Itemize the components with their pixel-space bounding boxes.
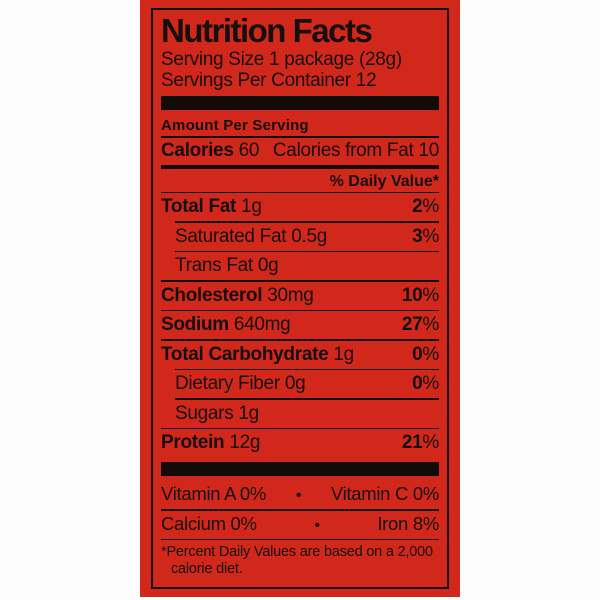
- daily-value-number: 0: [412, 373, 423, 394]
- nutrient-name: Total Carbohydrate: [161, 343, 329, 365]
- nutrient-name: Protein: [161, 432, 225, 453]
- nutrition-facts-label: Nutrition Facts Serving Size 1 package (…: [140, 0, 460, 597]
- nutrient-amount: 0.5g: [291, 225, 327, 247]
- nutrient-name: Sugars: [175, 402, 234, 424]
- nutrient-row: Sodium 640mg 27%: [161, 311, 439, 339]
- micronutrient-rows: Vitamin A 0% • Vitamin C 0% Calcium 0% • Iron…: [161, 481, 439, 540]
- percent-sign: %: [422, 314, 439, 335]
- nutrient-row: Protein 12g 21%: [161, 429, 439, 457]
- nutrient-amount: 12g: [229, 432, 261, 453]
- nutrient-name: Dietary Fiber: [175, 373, 280, 394]
- percent-sign: %: [422, 196, 439, 217]
- nutrient-amount: 30mg: [267, 284, 314, 306]
- nutrient-row: Saturated Fat 0.5g 3%: [161, 223, 439, 251]
- daily-value-header: % Daily Value*: [329, 172, 439, 190]
- separator-rule: [161, 427, 439, 429]
- footnote: *Percent Daily Values are based on a 2,0…: [161, 544, 439, 578]
- calories-left: Calories 60: [161, 138, 259, 163]
- nutrient-row: Sugars 1g: [161, 400, 439, 428]
- nutrient-daily-value: 27%: [402, 311, 439, 339]
- separator-rule: [175, 250, 439, 252]
- calories-from-fat: Calories from Fat 10: [272, 139, 439, 161]
- nutrient-name-amount: Sodium 640mg: [161, 311, 291, 339]
- nutrient-name: Trans Fat: [175, 255, 253, 276]
- separator-rule-medium: [161, 164, 439, 169]
- calories-value: 60: [238, 139, 260, 161]
- daily-value-number: 10: [401, 284, 423, 306]
- nutrient-name-amount: Trans Fat 0g: [175, 252, 279, 280]
- percent-sign: %: [422, 284, 439, 306]
- nutrient-name: Saturated Fat: [175, 225, 287, 247]
- separator-rule: [161, 191, 439, 193]
- nutrient-row: Trans Fat 0g: [161, 252, 439, 280]
- percent-sign: %: [422, 225, 439, 247]
- daily-value-number: 0: [412, 343, 423, 365]
- micronutrient-right: Iron 8%: [377, 512, 439, 534]
- separator-rule: [161, 339, 439, 341]
- nutrient-name: Cholesterol: [161, 284, 263, 306]
- section-divider-bar-top: [161, 96, 439, 110]
- micronutrient-row: Calcium 0% • Iron 8%: [161, 511, 439, 539]
- bullet-separator: •: [295, 487, 302, 504]
- nutrient-row: Total Fat 1g 2%: [161, 193, 439, 221]
- daily-value-number: 27: [401, 314, 423, 335]
- daily-value-number: 2: [412, 196, 423, 217]
- separator-rule: [161, 136, 439, 138]
- nutrient-amount: 0g: [284, 373, 306, 394]
- nutrient-amount: 1g: [241, 196, 262, 217]
- nutrient-daily-value: 0%: [412, 370, 439, 398]
- footnote-line-2: calorie diet.: [171, 561, 243, 577]
- separator-rule: [175, 221, 439, 223]
- percent-sign: %: [422, 432, 439, 453]
- percent-sign: %: [422, 373, 439, 394]
- nutrient-row: Dietary Fiber 0g 0%: [161, 370, 439, 398]
- nutrient-amount: 0g: [257, 255, 279, 276]
- separator-rule: [161, 538, 439, 540]
- nutrient-amount: 1g: [333, 343, 354, 365]
- nutrient-name: Total Fat: [161, 196, 237, 217]
- nutrient-name-amount: Protein 12g: [161, 429, 260, 457]
- nutrient-name: Sodium: [161, 314, 229, 335]
- nutrient-name-amount: Sugars 1g: [175, 400, 259, 428]
- amount-per-serving-heading: Amount Per Serving: [161, 117, 309, 134]
- nutrient-daily-value: 3%: [412, 223, 439, 251]
- nutrient-amount: 1g: [238, 402, 259, 424]
- separator-rule: [161, 280, 439, 282]
- separator-rule: [161, 309, 439, 311]
- separator-rule: [161, 509, 439, 511]
- calories-label: Calories: [161, 139, 234, 161]
- nutrient-daily-value: 21%: [402, 429, 439, 457]
- label-title: Nutrition Facts: [161, 12, 373, 49]
- bullet-separator: •: [314, 516, 320, 534]
- micronutrient-row: Vitamin A 0% • Vitamin C 0%: [161, 481, 439, 509]
- label-border-box: Nutrition Facts Serving Size 1 package (…: [151, 8, 449, 589]
- nutrient-daily-value: 0%: [412, 341, 439, 369]
- daily-value-number: 3: [412, 225, 423, 247]
- micronutrient-left: Vitamin A 0%: [161, 483, 267, 504]
- section-divider-bar-bottom: [161, 462, 439, 476]
- separator-rule: [175, 398, 439, 400]
- micronutrient-left: Calcium 0%: [161, 512, 257, 534]
- nutrient-name-amount: Total Carbohydrate 1g: [161, 341, 354, 369]
- nutrient-daily-value: 10%: [402, 282, 439, 310]
- micronutrient-right: Vitamin C 0%: [330, 483, 439, 504]
- percent-sign: %: [422, 343, 439, 365]
- nutrient-name-amount: Saturated Fat 0.5g: [175, 223, 327, 251]
- nutrient-name-amount: Cholesterol 30mg: [161, 282, 314, 310]
- nutrient-name-amount: Total Fat 1g: [161, 193, 262, 221]
- servings-per-container-line: Servings Per Container 12: [161, 70, 377, 91]
- nutrient-amount: 640mg: [233, 314, 291, 335]
- nutrient-daily-value: 2%: [412, 193, 439, 221]
- nutrient-name-amount: Dietary Fiber 0g: [175, 370, 306, 398]
- serving-size-line: Serving Size 1 package (28g): [161, 49, 402, 70]
- nutrient-rows: Total Fat 1g 2% Saturated Fat 0.5g 3% Trans …: [161, 193, 439, 457]
- nutrient-row: Total Carbohydrate 1g 0%: [161, 341, 439, 369]
- daily-value-number: 21: [401, 432, 423, 453]
- nutrient-row: Cholesterol 30mg 10%: [161, 282, 439, 310]
- footnote-line-1: *Percent Daily Values are based on a 2,0…: [161, 544, 433, 560]
- calories-row: Calories 60 Calories from Fat 10: [161, 138, 439, 163]
- separator-rule: [175, 368, 439, 370]
